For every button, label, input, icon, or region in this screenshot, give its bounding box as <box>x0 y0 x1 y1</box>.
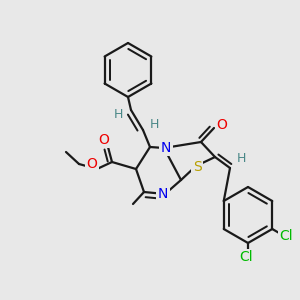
Text: H: H <box>113 107 123 121</box>
Text: H: H <box>149 118 159 131</box>
Text: S: S <box>193 160 201 174</box>
Text: O: O <box>99 133 110 147</box>
Text: H: H <box>236 152 246 166</box>
Text: O: O <box>87 157 98 171</box>
Text: O: O <box>217 118 227 132</box>
Text: Cl: Cl <box>280 229 293 243</box>
Text: N: N <box>158 187 168 201</box>
Text: N: N <box>161 141 171 155</box>
Text: Cl: Cl <box>239 250 253 264</box>
